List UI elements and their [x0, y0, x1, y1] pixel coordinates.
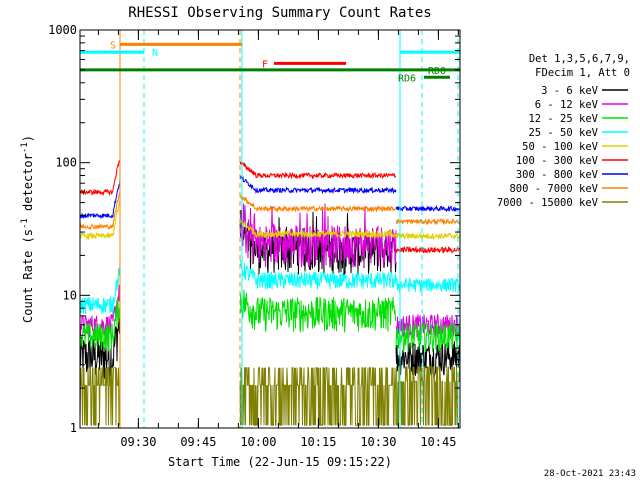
legend-label: 50 - 100 keV: [522, 141, 599, 153]
y-tick-label: 1: [70, 421, 77, 435]
y-tick-label: 100: [55, 156, 77, 170]
series-line-6: [79, 159, 121, 197]
legend-label: 12 - 25 keV: [528, 113, 598, 125]
series-line-5: [239, 218, 397, 240]
series-line-6: [395, 245, 461, 254]
x-axis: 09:30 09:45 10:00 10:15 10:30 10:45: [97, 30, 459, 449]
x-axis-label: Start Time (22-Jun-15 09:15:22): [168, 455, 392, 469]
plot-area: S N F RD0 RD6: [79, 30, 461, 428]
series-line-3: [79, 298, 121, 352]
x-tick-label: 10:30: [360, 435, 396, 449]
series-line-6: [239, 161, 397, 180]
legend-label: 25 - 50 keV: [528, 127, 598, 139]
series-line-8: [79, 190, 121, 231]
x-tick-label: 10:45: [420, 435, 456, 449]
legend-label: 300 - 800 keV: [516, 169, 599, 181]
legend-header-line-2: FDecim 1, Att 0: [535, 67, 630, 79]
legend-label: 6 - 12 keV: [535, 99, 599, 111]
x-tick-label: 09:30: [120, 435, 156, 449]
flag-label: RD0: [428, 66, 446, 77]
series-line-1: [79, 318, 121, 385]
legend-label: 7000 - 15000 keV: [497, 197, 599, 209]
legend-label: 800 - 7000 keV: [509, 183, 598, 195]
y-axis-label: Count Rate (s-1 detector-1): [20, 135, 35, 323]
series-line-2: [395, 313, 461, 338]
x-tick-label: 10:00: [240, 435, 276, 449]
series-line-3: [239, 289, 397, 334]
flag-label: S: [110, 40, 116, 51]
y-tick-label: 1000: [48, 23, 77, 37]
legend-header-line-1: Det 1,3,5,6,7,9,: [529, 53, 630, 65]
series-line-7: [79, 179, 121, 220]
flag-label: N: [152, 48, 158, 59]
series-line-1: [395, 341, 461, 378]
x-tick-label: 09:45: [180, 435, 216, 449]
series-line-5: [395, 232, 461, 241]
series-line-4: [79, 266, 121, 314]
flag-label: RD6: [398, 73, 416, 84]
series-line-9: [79, 367, 121, 426]
legend-label: 3 - 6 keV: [541, 85, 599, 97]
plot-frame: [79, 29, 461, 429]
y-tick-label: 10: [63, 288, 77, 302]
flag-label: F: [262, 59, 268, 70]
legend-label: 100 - 300 keV: [516, 155, 599, 167]
series-line-9: [396, 366, 460, 426]
series-line-8: [239, 195, 397, 213]
chart-title: RHESSI Observing Summary Count Rates: [128, 5, 431, 21]
x-tick-label: 10:15: [300, 435, 336, 449]
series-line-9: [239, 367, 397, 426]
series-line-3: [395, 322, 461, 352]
series-line-4: [395, 276, 461, 293]
series-line-8: [395, 217, 461, 226]
series-line-4: [239, 259, 397, 290]
series-line-7: [395, 204, 461, 213]
series-line-5: [79, 200, 121, 241]
series-line-7: [239, 175, 397, 195]
footer-timestamp: 28-Oct-2021 23:43: [544, 469, 636, 479]
legend: Det 1,3,5,6,7,9, FDecim 1, Att 0 3 - 6 k…: [497, 53, 630, 209]
